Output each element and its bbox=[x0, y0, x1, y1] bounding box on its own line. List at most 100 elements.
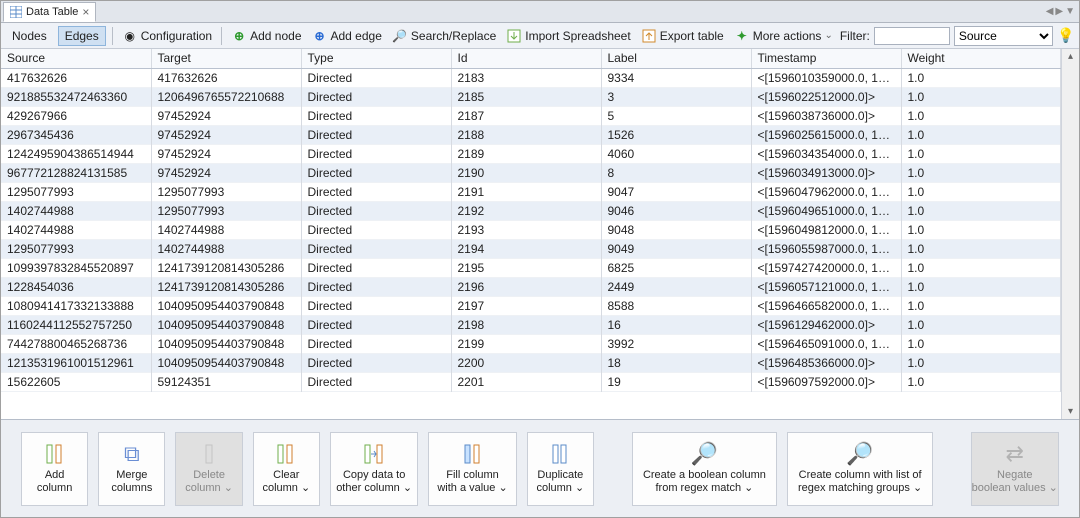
configuration-button[interactable]: ◉ Configuration bbox=[119, 27, 215, 45]
table-cell[interactable]: 2185 bbox=[451, 87, 601, 106]
table-cell[interactable]: <[1596047962000.0, 159... bbox=[751, 182, 901, 201]
table-cell[interactable]: 9047 bbox=[601, 182, 751, 201]
table-cell[interactable]: 1040950954403790848 bbox=[151, 296, 301, 315]
table-row[interactable]: 96777212882413158597452924Directed21908<… bbox=[1, 163, 1061, 182]
table-cell[interactable]: <[1596465091000.0, 159... bbox=[751, 334, 901, 353]
table-cell[interactable]: 18 bbox=[601, 353, 751, 372]
table-cell[interactable]: <[1596466582000.0, 159... bbox=[751, 296, 901, 315]
table-cell[interactable]: Directed bbox=[301, 353, 451, 372]
table-cell[interactable]: 1099397832845520897 bbox=[1, 258, 151, 277]
table-cell[interactable]: Directed bbox=[301, 372, 451, 391]
table-cell[interactable]: 1402744988 bbox=[151, 220, 301, 239]
table-row[interactable]: 12950779931295077993Directed21919047<[15… bbox=[1, 182, 1061, 201]
table-cell[interactable]: Directed bbox=[301, 68, 451, 87]
table-row[interactable]: 11602441125527572501040950954403790848Di… bbox=[1, 315, 1061, 334]
table-cell[interactable]: 2190 bbox=[451, 163, 601, 182]
more-actions-button[interactable]: ✦ More actions ⌄ bbox=[731, 27, 836, 45]
table-cell[interactable]: 1206496765572210688 bbox=[151, 87, 301, 106]
table-cell[interactable]: 1.0 bbox=[901, 144, 1061, 163]
table-row[interactable]: 124249590438651494497452924Directed21894… bbox=[1, 144, 1061, 163]
table-cell[interactable]: 2193 bbox=[451, 220, 601, 239]
col-header-id[interactable]: Id bbox=[451, 49, 601, 68]
table-cell[interactable]: 1.0 bbox=[901, 277, 1061, 296]
table-cell[interactable]: 2197 bbox=[451, 296, 601, 315]
filter-input[interactable] bbox=[874, 27, 950, 45]
table-cell[interactable]: 2189 bbox=[451, 144, 601, 163]
table-cell[interactable]: 1.0 bbox=[901, 182, 1061, 201]
search-replace-button[interactable]: 🔎 Search/Replace bbox=[389, 27, 499, 45]
table-row[interactable]: 1562260559124351Directed220119<[15960975… bbox=[1, 372, 1061, 391]
merge-columns-button[interactable]: ⧉ Merge columns bbox=[98, 432, 165, 506]
table-cell[interactable]: <[1596049651000.0, 159... bbox=[751, 201, 901, 220]
table-cell[interactable]: 19 bbox=[601, 372, 751, 391]
table-cell[interactable]: 2200 bbox=[451, 353, 601, 372]
clear-column-button[interactable]: Clear column ⌄ bbox=[253, 432, 320, 506]
table-cell[interactable]: 744278800465268736 bbox=[1, 334, 151, 353]
table-cell[interactable]: <[1596034354000.0, 159... bbox=[751, 144, 901, 163]
table-cell[interactable]: <[1597427420000.0, 159... bbox=[751, 258, 901, 277]
table-cell[interactable]: 97452924 bbox=[151, 106, 301, 125]
table-cell[interactable]: 417632626 bbox=[1, 68, 151, 87]
table-cell[interactable]: 921885532472463360 bbox=[1, 87, 151, 106]
table-cell[interactable]: Directed bbox=[301, 315, 451, 334]
table-cell[interactable]: Directed bbox=[301, 258, 451, 277]
table-row[interactable]: 10993978328455208971241739120814305286Di… bbox=[1, 258, 1061, 277]
table-cell[interactable]: 1295077993 bbox=[151, 182, 301, 201]
col-header-target[interactable]: Target bbox=[151, 49, 301, 68]
copy-data-to-column-button[interactable]: Copy data to other column ⌄ bbox=[330, 432, 418, 506]
table-row[interactable]: 42926796697452924Directed21875<[15960387… bbox=[1, 106, 1061, 125]
table-cell[interactable]: 1.0 bbox=[901, 239, 1061, 258]
table-cell[interactable]: 3992 bbox=[601, 334, 751, 353]
col-header-source[interactable]: Source bbox=[1, 49, 151, 68]
table-cell[interactable]: <[1596038736000.0]> bbox=[751, 106, 901, 125]
table-cell[interactable]: 2196 bbox=[451, 277, 601, 296]
close-icon[interactable]: × bbox=[82, 5, 89, 19]
table-cell[interactable]: 1160244112552757250 bbox=[1, 315, 151, 334]
table-cell[interactable]: 2195 bbox=[451, 258, 601, 277]
table-cell[interactable]: <[1596485366000.0]> bbox=[751, 353, 901, 372]
table-row[interactable]: 9218855324724633601206496765572210688Dir… bbox=[1, 87, 1061, 106]
table-row[interactable]: 14027449881402744988Directed21939048<[15… bbox=[1, 220, 1061, 239]
table-cell[interactable]: 1402744988 bbox=[1, 201, 151, 220]
col-header-timestamp[interactable]: Timestamp bbox=[751, 49, 901, 68]
table-cell[interactable]: 429267966 bbox=[1, 106, 151, 125]
table-cell[interactable]: 1040950954403790848 bbox=[151, 353, 301, 372]
table-cell[interactable]: 97452924 bbox=[151, 163, 301, 182]
table-cell[interactable]: Directed bbox=[301, 87, 451, 106]
table-cell[interactable]: Directed bbox=[301, 182, 451, 201]
table-cell[interactable]: 8588 bbox=[601, 296, 751, 315]
add-node-button[interactable]: ⊕ Add node bbox=[228, 27, 304, 45]
table-cell[interactable]: 1241739120814305286 bbox=[151, 277, 301, 296]
table-cell[interactable]: <[1596049812000.0, 159... bbox=[751, 220, 901, 239]
table-cell[interactable]: 9334 bbox=[601, 68, 751, 87]
table-cell[interactable]: 1295077993 bbox=[1, 182, 151, 201]
table-cell[interactable]: 16 bbox=[601, 315, 751, 334]
table-cell[interactable]: 1526 bbox=[601, 125, 751, 144]
table-cell[interactable]: 1.0 bbox=[901, 372, 1061, 391]
table-cell[interactable]: 1040950954403790848 bbox=[151, 315, 301, 334]
table-cell[interactable]: 1040950954403790848 bbox=[151, 334, 301, 353]
table-cell[interactable]: 15622605 bbox=[1, 372, 151, 391]
table-cell[interactable]: Directed bbox=[301, 277, 451, 296]
table-cell[interactable]: <[1596129462000.0]> bbox=[751, 315, 901, 334]
table-row[interactable]: 10809414173321338881040950954403790848Di… bbox=[1, 296, 1061, 315]
table-cell[interactable]: 1.0 bbox=[901, 125, 1061, 144]
table-cell[interactable]: 5 bbox=[601, 106, 751, 125]
table-row[interactable]: 14027449881295077993Directed21929046<[15… bbox=[1, 201, 1061, 220]
table-cell[interactable]: 1.0 bbox=[901, 106, 1061, 125]
table-cell[interactable]: 9049 bbox=[601, 239, 751, 258]
table-cell[interactable]: 1242495904386514944 bbox=[1, 144, 151, 163]
table-cell[interactable]: 97452924 bbox=[151, 144, 301, 163]
import-spreadsheet-button[interactable]: Import Spreadsheet bbox=[503, 27, 633, 45]
add-edge-button[interactable]: ⊕ Add edge bbox=[309, 27, 385, 45]
table-cell[interactable]: 1402744988 bbox=[151, 239, 301, 258]
table-cell[interactable]: 1.0 bbox=[901, 296, 1061, 315]
table-cell[interactable]: 1295077993 bbox=[151, 201, 301, 220]
table-cell[interactable]: 2967345436 bbox=[1, 125, 151, 144]
table-cell[interactable]: 1.0 bbox=[901, 220, 1061, 239]
table-cell[interactable]: <[1596057121000.0, 159... bbox=[751, 277, 901, 296]
table-cell[interactable]: <[1596055987000.0, 159... bbox=[751, 239, 901, 258]
col-header-weight[interactable]: Weight bbox=[901, 49, 1061, 68]
table-cell[interactable]: 6825 bbox=[601, 258, 751, 277]
table-cell[interactable]: 1.0 bbox=[901, 258, 1061, 277]
